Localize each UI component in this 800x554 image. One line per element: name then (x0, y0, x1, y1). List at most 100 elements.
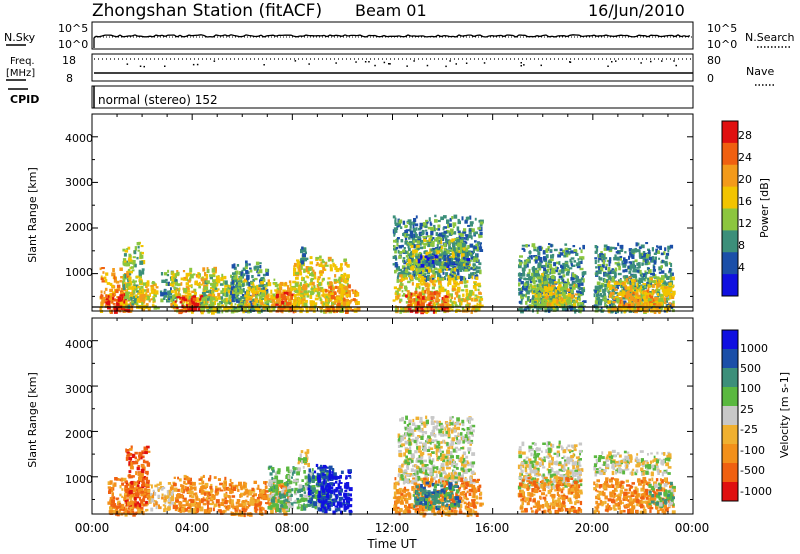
echo-cell (404, 240, 409, 245)
echo-cell (597, 265, 601, 269)
echo-cell (297, 301, 301, 306)
echo-cell (600, 293, 603, 296)
echo-cell (520, 299, 523, 302)
echo-cell (634, 259, 638, 263)
echo-cell (169, 282, 172, 286)
echo-cell (256, 306, 259, 311)
echo-cell (132, 285, 136, 289)
echo-cell (398, 271, 401, 277)
echo-cell (524, 259, 527, 263)
echo-cell (667, 245, 671, 250)
freq-dot (196, 63, 199, 66)
echo-cell (448, 223, 452, 227)
echo-cell (419, 279, 423, 282)
echo-cell (407, 242, 411, 245)
echo-cell (632, 260, 635, 265)
echo-cell (467, 224, 471, 227)
echo-cell (424, 283, 428, 286)
echo-cell (414, 239, 418, 243)
echo-cell (549, 258, 554, 262)
echo-cell (395, 239, 399, 243)
echo-cell (657, 294, 660, 298)
echo-cell (581, 288, 586, 293)
echo-cell (122, 287, 126, 290)
echo-cell (419, 226, 423, 230)
echo-cell (405, 301, 409, 304)
echo-cell (610, 293, 612, 298)
echo-cell (649, 283, 653, 288)
echo-cell (538, 266, 542, 271)
echo-cell (103, 298, 106, 304)
power-colorbar-frame (721, 120, 739, 297)
echo-cell (621, 288, 624, 292)
echo-cell (435, 257, 438, 261)
echo-cell (548, 289, 552, 293)
echo-cell (454, 238, 459, 241)
echo-cell (577, 286, 582, 290)
echo-cell (230, 274, 232, 278)
echo-cell (179, 301, 183, 304)
echo-cell (622, 264, 627, 268)
echo-cell (138, 271, 142, 276)
cpid-label: CPID (10, 93, 39, 106)
echo-cell (552, 278, 556, 282)
echo-cell (645, 242, 649, 245)
echo-cell (611, 289, 616, 294)
echo-cell (600, 284, 603, 289)
echo-cell (245, 262, 249, 267)
colorbar-swatch (722, 208, 738, 231)
echo-cell (471, 306, 475, 310)
echo-cell (117, 287, 120, 292)
echo-cell (326, 293, 329, 297)
echo-cell (453, 274, 457, 279)
echo-cell (522, 270, 525, 275)
freq-dot (308, 63, 310, 65)
echo-cell (410, 298, 414, 303)
echo-cell (578, 279, 582, 284)
echo-cell (664, 273, 667, 278)
echo-cell (129, 294, 134, 299)
echo-cell (328, 293, 331, 296)
echo-cell (454, 247, 459, 251)
echo-cell (454, 231, 457, 235)
echo-cell (563, 296, 567, 299)
echo-cell (188, 284, 193, 287)
echo-cell (404, 224, 408, 229)
echo-cell (407, 307, 412, 311)
echo-cell (305, 307, 309, 310)
echo-cell (533, 273, 536, 276)
echo-cell (141, 270, 145, 275)
echo-cell (163, 294, 168, 298)
echo-cell (415, 275, 417, 281)
echo-cell (185, 282, 189, 286)
echo-cell (442, 227, 445, 231)
echo-cell (476, 258, 479, 262)
echo-cell (570, 294, 574, 299)
echo-cell (240, 288, 244, 293)
echo-cell (555, 294, 558, 298)
echo-cell (417, 295, 420, 299)
echo-cell (255, 294, 258, 300)
echo-cell (225, 306, 229, 309)
echo-cell (402, 257, 406, 260)
echo-cell (249, 306, 252, 311)
echo-cell (464, 284, 468, 288)
echo-cell (470, 267, 473, 270)
echo-cell (329, 281, 333, 285)
echo-cell (409, 224, 412, 229)
echo-cell (434, 270, 438, 274)
echo-cell (430, 274, 435, 277)
echo-cell (605, 266, 607, 271)
echo-cell (407, 250, 409, 255)
echo-cell (593, 293, 596, 298)
echo-cell (650, 308, 655, 312)
echo-cell (259, 269, 263, 274)
echo-cell (253, 290, 257, 294)
echo-cell (409, 301, 412, 305)
echo-cell (122, 281, 125, 285)
echo-cell (436, 255, 441, 261)
echo-cell (253, 266, 257, 270)
echo-cell (163, 272, 168, 276)
echo-cell (644, 272, 648, 276)
echo-cell (119, 267, 123, 271)
